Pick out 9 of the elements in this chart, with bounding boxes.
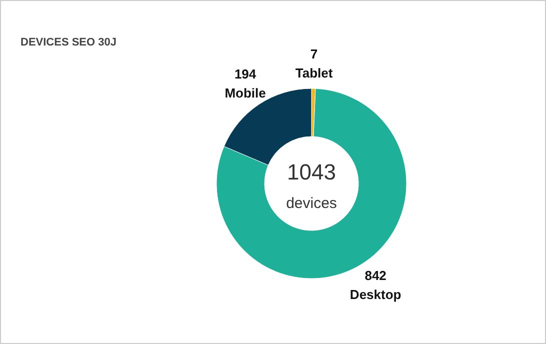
slice-label: Mobile xyxy=(224,85,266,100)
slice-label: Desktop xyxy=(350,286,402,302)
text: devices xyxy=(286,195,337,212)
text: 1043 xyxy=(287,160,336,184)
data-label: 842 xyxy=(364,268,386,284)
slice-label: Tablet xyxy=(295,65,334,80)
text: DEVICES SEO 30J xyxy=(20,36,116,48)
data-label: 194 xyxy=(234,66,257,82)
data-label: 7 xyxy=(310,46,318,62)
